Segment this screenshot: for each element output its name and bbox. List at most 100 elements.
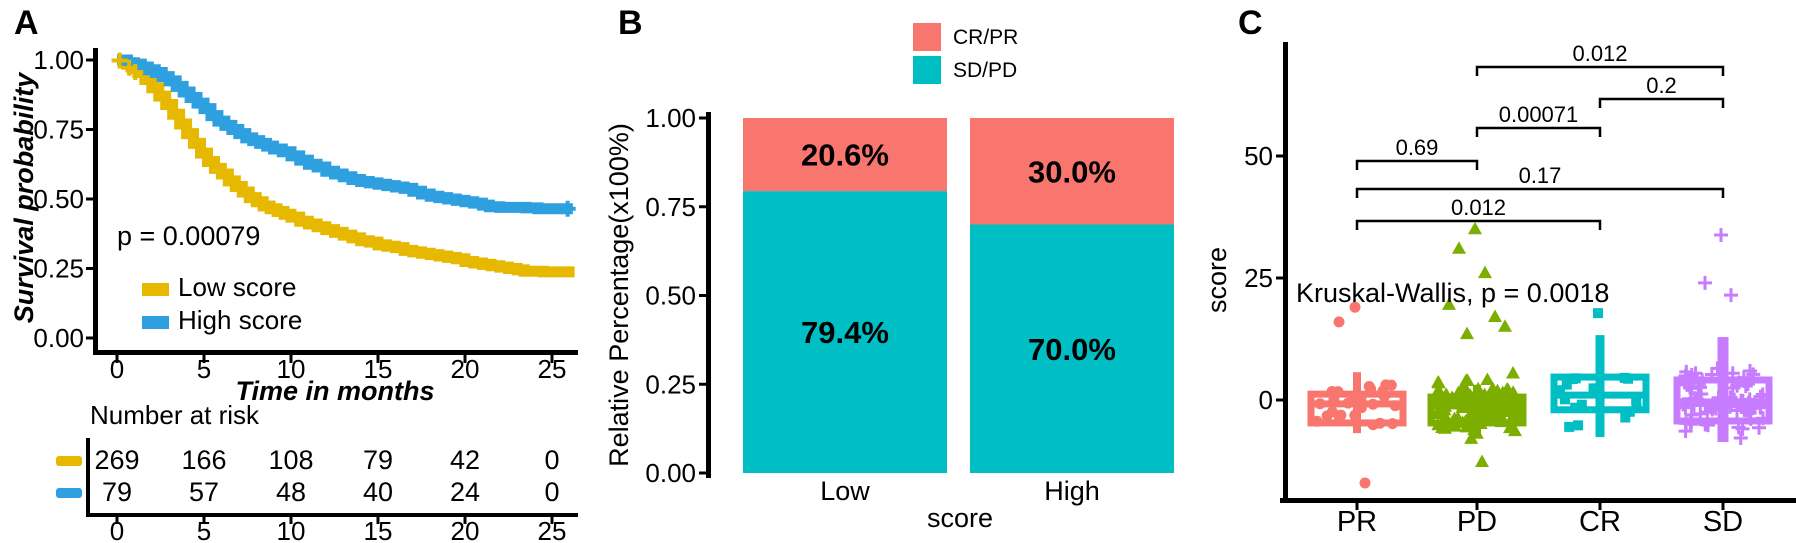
a-x-tick: [550, 355, 554, 363]
panel-c-label: C: [1238, 4, 1263, 42]
jitter-point: [1700, 405, 1715, 420]
jitter-point: [1359, 477, 1371, 489]
a-y-tick-label: 0.00: [33, 323, 84, 353]
risk-count: 48: [276, 477, 306, 507]
jitter-point: [1698, 417, 1713, 432]
jitter-point: [1492, 406, 1507, 420]
comparison-bracket: [1355, 187, 1725, 198]
c-category-label: PD: [1457, 506, 1497, 538]
jitter-point: [1349, 301, 1361, 313]
risk-row-swatch: [56, 488, 82, 498]
risk-x-axis-line: [86, 513, 578, 517]
sdpd-percent-label: 79.4%: [801, 315, 889, 350]
score-axis-label: score: [927, 503, 993, 533]
risk-count: 166: [181, 445, 226, 475]
jitter-point: [1430, 406, 1445, 420]
crpr-percent-label: 30.0%: [1028, 154, 1116, 189]
jitter-point: [1725, 366, 1740, 381]
risk-x-tick-label: 10: [277, 516, 306, 543]
b-y-tick: [699, 382, 706, 386]
b-y-tick: [699, 205, 706, 209]
risk-x-tick-label: 25: [538, 516, 567, 543]
jitter-point: [1631, 395, 1642, 406]
jitter-point: [1442, 297, 1456, 310]
jitter-point: [1631, 402, 1642, 413]
jitter-point: [1387, 418, 1399, 430]
bar-sdpd-segment: [743, 191, 947, 473]
a-x-tick-label: 15: [364, 354, 393, 384]
jitter-point: [1333, 412, 1345, 424]
jitter-point: [1467, 402, 1482, 415]
risk-x-tick: [289, 517, 293, 524]
a-y-tick: [86, 336, 93, 340]
jitter-point: [1431, 382, 1446, 396]
jitter-point: [1620, 412, 1631, 423]
jitter-point: [1431, 375, 1446, 389]
a-legend-swatch: [142, 283, 169, 296]
risk-y-axis-line: [86, 438, 90, 516]
b-legend-swatch: [913, 23, 941, 51]
a-y-tick: [86, 197, 93, 201]
comparison-p-value: 0.69: [1396, 135, 1439, 160]
a-x-tick: [115, 355, 119, 363]
jitter-point: [1478, 265, 1492, 279]
jitter-point: [1698, 275, 1712, 290]
c-y-axis-line: [1283, 42, 1288, 503]
km-curve-low-score: [117, 54, 575, 278]
jitter-point: [1724, 288, 1738, 303]
jitter-point: [1733, 430, 1748, 445]
jitter-point: [1342, 397, 1354, 409]
b-legend-label: CR/PR: [953, 26, 1018, 49]
jitter-point: [1624, 406, 1635, 417]
jitter-point: [1355, 402, 1367, 414]
c-category-label: PR: [1337, 506, 1377, 538]
c-y-tick: [1276, 398, 1283, 402]
b-y-tick-label: 0.75: [645, 192, 696, 222]
b-y-tick: [699, 471, 706, 475]
a-legend-swatch: [142, 316, 169, 329]
comparison-bracket: [1598, 97, 1725, 108]
jitter-point: [1462, 408, 1477, 422]
risk-count: 57: [189, 477, 219, 507]
jitter-point: [1507, 391, 1522, 404]
jitter-point: [1464, 431, 1479, 444]
jitter-point: [1573, 420, 1584, 431]
a-x-tick-label: 25: [538, 354, 567, 384]
c-y-tick: [1276, 276, 1283, 280]
number-at-risk-table: 269 166 108 79 42 079 57 48 40 24 00 5 10 15 20 25: [56, 438, 578, 543]
jitter-point: [1328, 394, 1340, 406]
jitter-point: [1588, 383, 1599, 394]
jitter-point: [1497, 398, 1512, 411]
risk-x-tick: [550, 517, 554, 524]
censor-mark: [127, 63, 144, 80]
comparison-p-value: 0.2: [1646, 73, 1677, 98]
c-x-tick: [1475, 503, 1479, 510]
jitter-point: [1692, 379, 1707, 394]
whisker-cr: [1595, 335, 1605, 438]
sdpd-percent-label: 70.0%: [1028, 332, 1116, 367]
comparison-p-value: 0.17: [1519, 163, 1562, 188]
jitter-point: [1506, 366, 1521, 379]
a-x-tick: [376, 355, 380, 363]
c-y-tick-label: 25: [1244, 263, 1273, 293]
panel-b-stacked-bar-chart: B Relative Percentage(x100%) 0.00 0.25 0.5…: [604, 4, 1174, 533]
c-x-tick: [1721, 503, 1725, 510]
jitter-point: [1490, 383, 1505, 397]
km-curve-high-score: [117, 54, 573, 215]
a-y-axis-line: [93, 48, 98, 354]
jitter-point: [1460, 373, 1475, 387]
bar-crpr-segment: [970, 118, 1174, 225]
c-category-label: SD: [1703, 506, 1743, 538]
b-legend-swatch: [913, 56, 941, 84]
jitter-point: [1752, 420, 1767, 435]
jitter-point: [1367, 398, 1379, 410]
jitter-point: [1332, 386, 1344, 398]
comparison-p-value: 0.012: [1451, 195, 1506, 220]
jitter-point: [1314, 398, 1326, 410]
a-y-tick-label: 0.25: [33, 254, 84, 284]
risk-x-tick: [463, 517, 467, 524]
a-y-tick: [86, 128, 93, 131]
jitter-point: [1473, 416, 1488, 430]
jitter-point: [1730, 378, 1745, 393]
